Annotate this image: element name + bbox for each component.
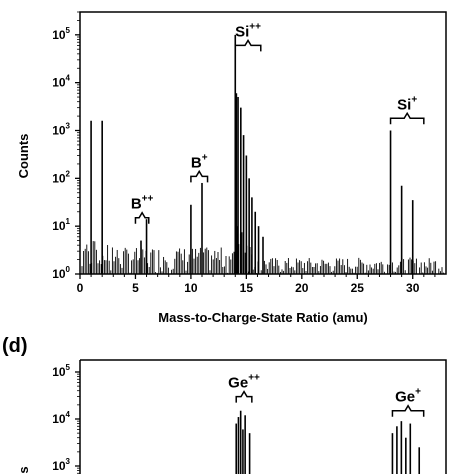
x-axis-ticks: 0 5 10 15 20 25 30 [77, 274, 436, 295]
y-tick-label: 103 [52, 457, 70, 473]
bracket [235, 390, 253, 403]
x-tick-label: 0 [77, 281, 84, 295]
ion-annotations: Si++ B+ B++ Si+ [131, 21, 425, 224]
bracket [389, 111, 425, 125]
ion-label: B+ [191, 152, 208, 171]
y-axis-label: Counts [16, 134, 31, 179]
x-axis-label: Mass-to-Charge-State Ratio (amu) [158, 310, 367, 325]
y-tick-label: 100 [52, 265, 70, 281]
peak-bars [90, 34, 414, 274]
x-tick-label: 5 [132, 281, 139, 295]
x-tick-label: 20 [295, 281, 309, 295]
plot-frame [79, 359, 447, 474]
plot-frame [79, 11, 447, 275]
ion-label: Ge++ [228, 373, 260, 392]
panel-label: (d) [2, 335, 28, 357]
ion-label: B++ [131, 194, 154, 213]
x-tick-label: 25 [351, 281, 365, 295]
x-tick-label: 10 [184, 281, 198, 295]
y-tick-label: 103 [52, 121, 70, 137]
peak-bars [235, 410, 421, 474]
ion-annotations: Ge++ Ge+ [228, 373, 425, 417]
y-axis-ticks: 103 104 105 [52, 363, 80, 474]
y-tick-label: 102 [52, 169, 70, 185]
bracket [134, 211, 150, 224]
top-spectrum-panel: 0 5 10 15 20 25 30 100 101 102 103 104 105 Si++ B+ B+… [16, 11, 447, 325]
ion-label: Si+ [397, 94, 417, 113]
y-axis-label-fragment: s [16, 466, 31, 473]
x-tick-label: 15 [240, 281, 254, 295]
ion-label: Ge+ [395, 387, 421, 406]
y-tick-label: 105 [52, 363, 70, 379]
bottom-spectrum-panel: (d) 103 104 105 Ge++ Ge+ s [2, 335, 447, 474]
bracket [391, 404, 425, 417]
ion-label: Si++ [235, 21, 261, 40]
y-tick-label: 104 [52, 410, 70, 426]
bracket [234, 38, 262, 52]
y-tick-label: 104 [52, 74, 70, 90]
bracket [190, 169, 209, 183]
y-axis-ticks: 100 101 102 103 104 105 [52, 11, 80, 281]
x-tick-label: 30 [406, 281, 420, 295]
y-tick-label: 101 [52, 217, 70, 233]
y-tick-label: 105 [52, 26, 70, 42]
